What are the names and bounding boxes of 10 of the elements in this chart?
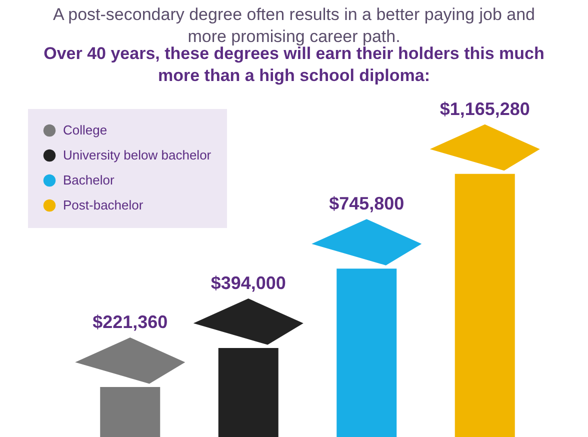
legend-label: College (63, 122, 108, 138)
data-label: $745,800 (329, 194, 404, 214)
legend-label: Bachelor (63, 172, 115, 188)
data-label: $1,165,280 (440, 98, 530, 119)
data-label: $394,000 (210, 273, 286, 294)
chart-title: A post-secondary degree often results in a better paying job and more promising career path. (53, 5, 535, 46)
legend-label: Post-bachelor (63, 198, 144, 212)
data-label: $221,360 (92, 312, 168, 332)
legend-label: University below bachelor (63, 148, 212, 162)
chart-subtitle: Over 40 years, these degrees will earn their holders this much more than a high school diploma: (44, 44, 544, 85)
